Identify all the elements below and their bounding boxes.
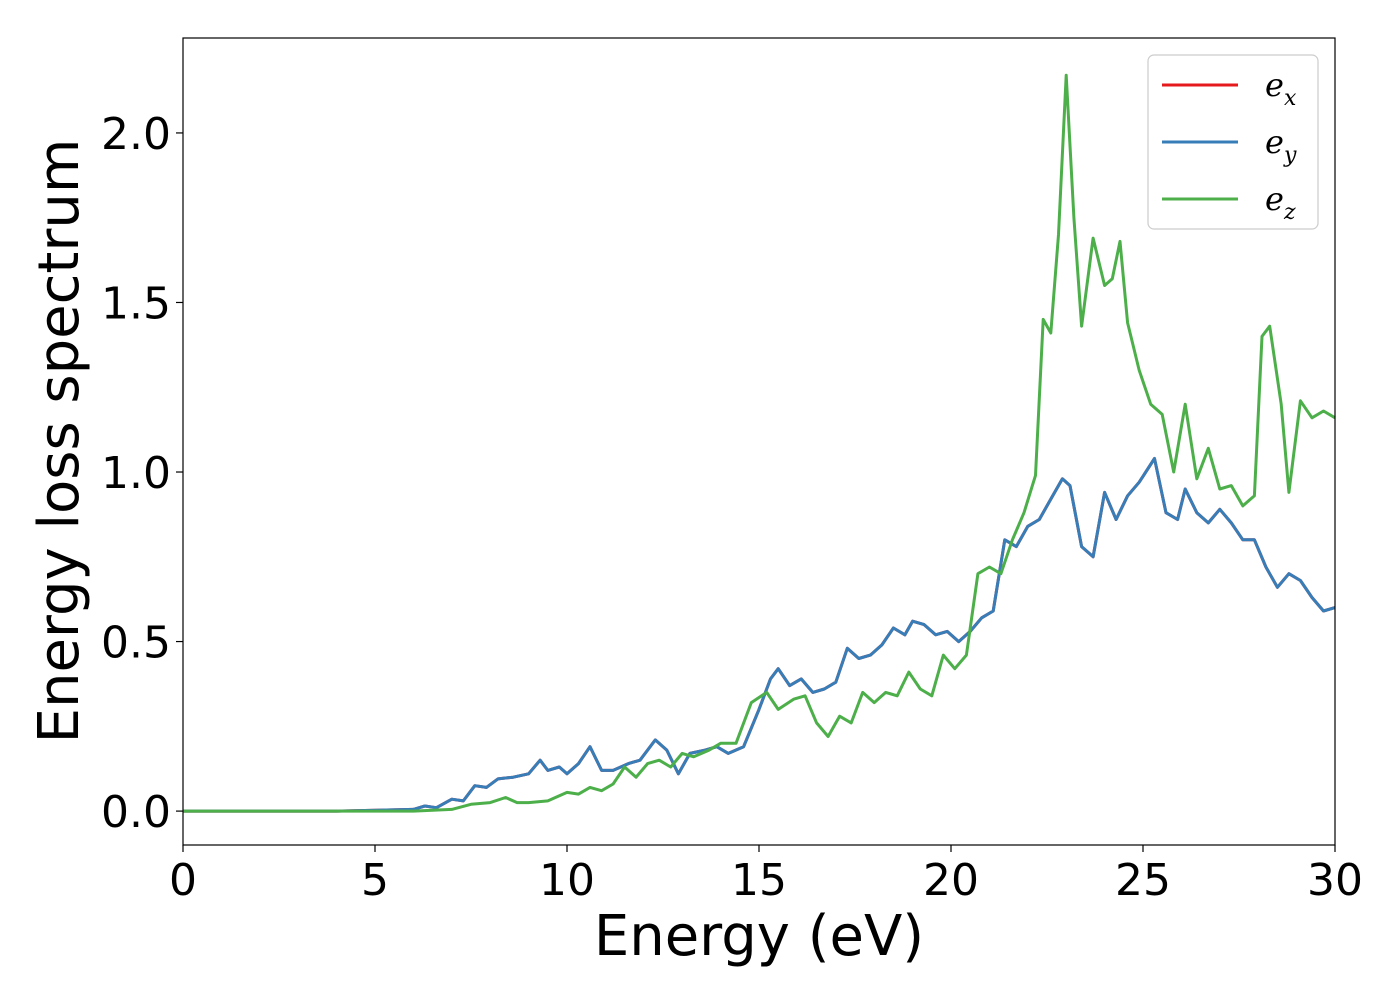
y-axis-title: Energy loss spectrum: [27, 139, 92, 744]
ticks-layer: 0 5 10 15 20 25 30 0.0 0.5 1.0 1.5 2.0: [101, 109, 1363, 906]
x-tick-label: 15: [731, 855, 787, 906]
y-tick-label: 1.0: [101, 448, 171, 499]
x-tick-label: 25: [1115, 855, 1171, 906]
x-tick-label: 20: [923, 855, 979, 906]
legend-label-e-x: ex: [1265, 66, 1297, 111]
x-axis-title: Energy (eV): [594, 904, 924, 969]
series-line-e-z: [183, 73, 1336, 813]
legend-label-e-z: ez: [1265, 180, 1296, 225]
series-line-e-x: [183, 457, 1336, 813]
x-tick-label: 10: [539, 855, 595, 906]
series-line-e-y: [183, 457, 1336, 813]
legend: ex ey ez: [1147, 54, 1319, 230]
y-tick-label: 1.5: [101, 278, 171, 329]
plot-border: [182, 37, 1336, 846]
y-tick-label: 0.0: [101, 787, 171, 838]
x-tick-label: 5: [361, 855, 389, 906]
x-tick-label: 30: [1307, 855, 1363, 906]
x-tick-label: 0: [169, 855, 197, 906]
series-layer: [183, 73, 1336, 813]
y-tick-label: 0.5: [101, 618, 171, 669]
y-tick-label: 2.0: [101, 109, 171, 160]
legend-label-e-y: ey: [1265, 123, 1297, 168]
